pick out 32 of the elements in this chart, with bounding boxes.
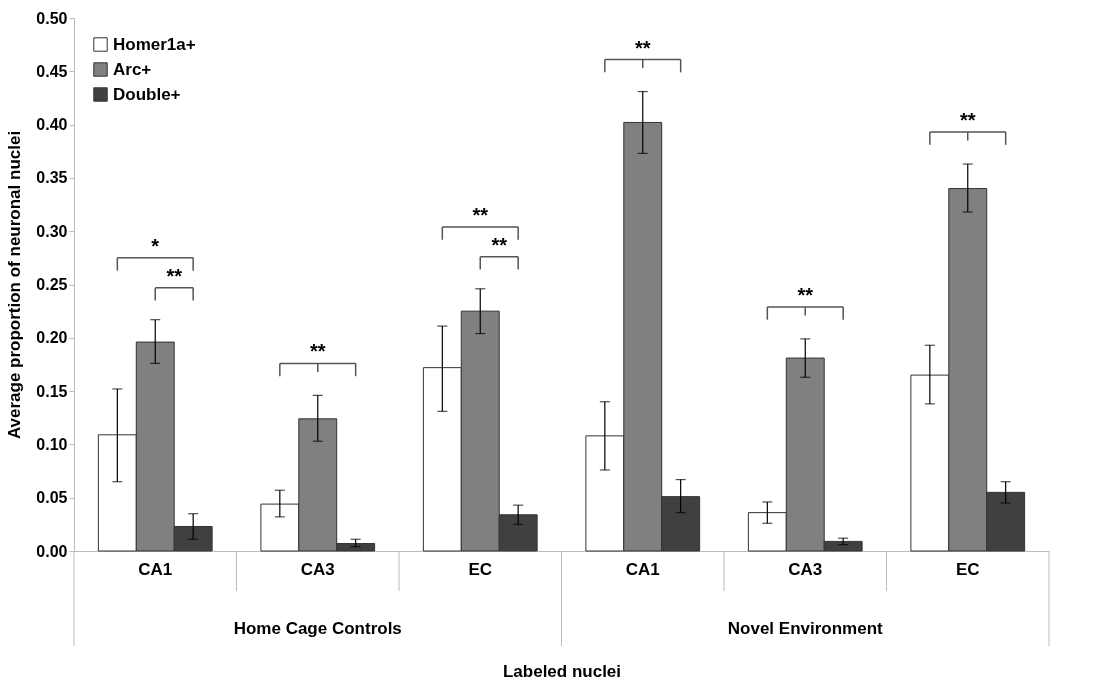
y-tick-label: 0.10 bbox=[36, 435, 68, 453]
annotation: ** bbox=[959, 109, 976, 132]
y-tick-label: 0.50 bbox=[36, 9, 68, 27]
y-tick-label: 0.35 bbox=[36, 169, 68, 187]
y-tick-label: 0.05 bbox=[36, 489, 68, 507]
x-tick-label: CA1 bbox=[138, 559, 173, 579]
y-tick-label: 0.00 bbox=[36, 542, 68, 560]
y-tick-label: 0.25 bbox=[36, 276, 68, 293]
x-tick-label: CA1 bbox=[625, 559, 660, 579]
y-tick-label: 0.40 bbox=[36, 116, 68, 134]
annotation: ** bbox=[797, 283, 814, 306]
x-axis-title: Labeled nuclei bbox=[502, 661, 622, 681]
x-tick-label: CA3 bbox=[788, 559, 823, 579]
x-tick-label: EC bbox=[955, 559, 980, 579]
annotation: ** bbox=[472, 203, 489, 226]
legend-label: Arc+ bbox=[113, 59, 152, 79]
legend-label: Homer1a+ bbox=[113, 34, 196, 54]
annotation: * bbox=[151, 234, 160, 257]
y-tick-label: 0.15 bbox=[36, 382, 68, 400]
text: Novel Environment bbox=[727, 619, 884, 638]
annotation: ** bbox=[309, 340, 326, 363]
annotation: ** bbox=[166, 264, 183, 287]
y-tick-label: 0.45 bbox=[36, 62, 68, 80]
x-tick-label: EC bbox=[468, 559, 493, 579]
y-tick-label: 0.20 bbox=[36, 329, 68, 347]
x-tick-label: CA3 bbox=[300, 559, 335, 579]
y-tick-label: 0.30 bbox=[36, 222, 68, 240]
y-axis-title: Average proportion of neuronal nuclei bbox=[5, 130, 25, 440]
text: Home Cage Controls bbox=[233, 619, 402, 638]
annotation: ** bbox=[491, 233, 508, 256]
annotation: ** bbox=[634, 36, 651, 59]
legend-label: Double+ bbox=[113, 84, 181, 104]
